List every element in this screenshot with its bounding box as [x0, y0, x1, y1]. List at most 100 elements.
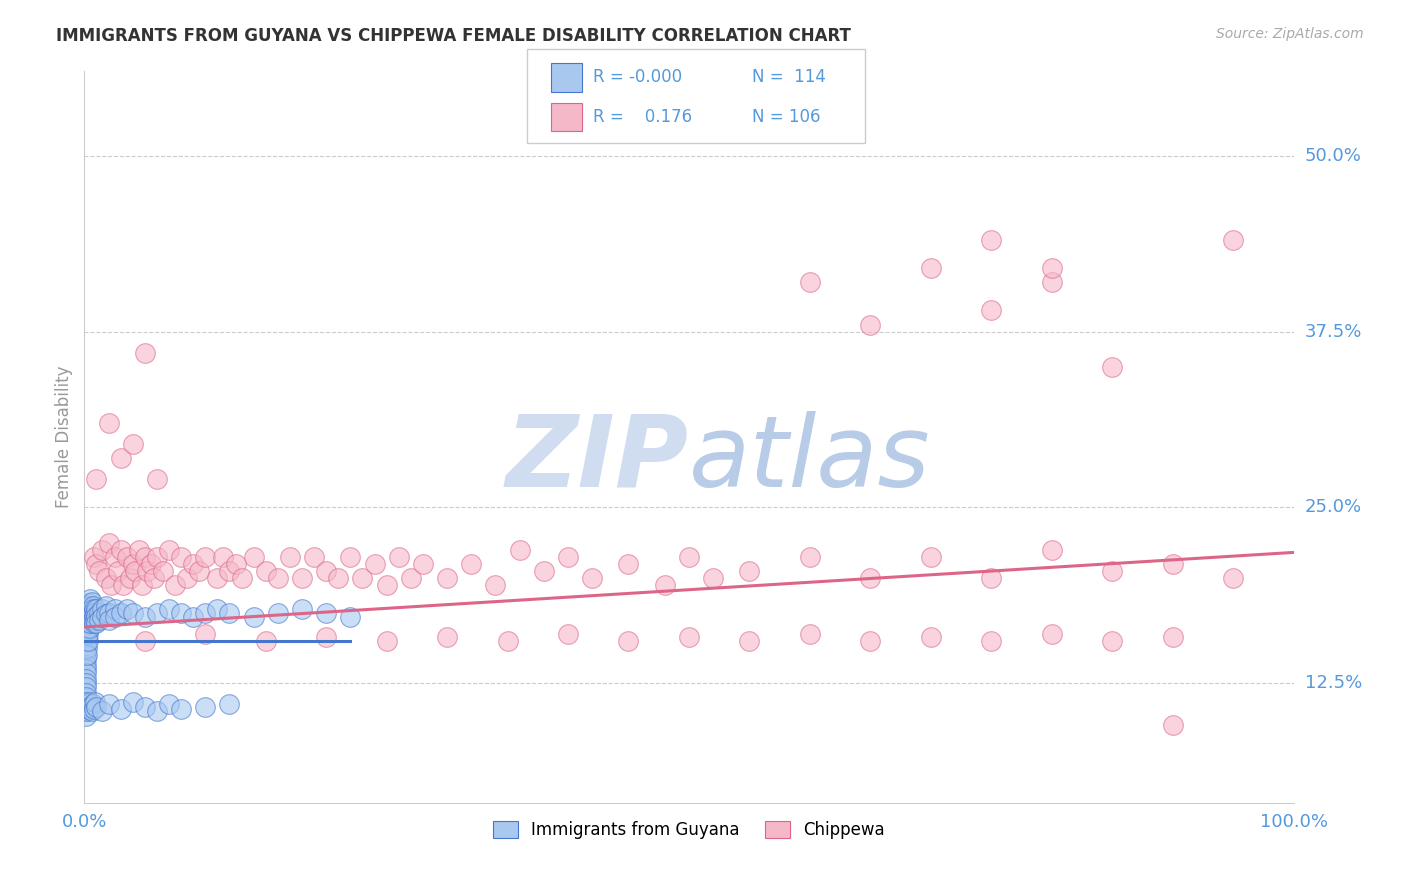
Point	[315, 606, 337, 620]
Point	[678, 630, 700, 644]
Point	[702, 571, 724, 585]
Point	[75, 606, 97, 620]
Point	[412, 557, 434, 571]
Point	[363, 557, 385, 571]
Point	[375, 578, 398, 592]
Point	[110, 451, 132, 466]
Point	[76, 601, 98, 615]
Point	[254, 564, 277, 578]
Point	[460, 557, 482, 571]
Point	[157, 698, 180, 712]
Point	[75, 672, 97, 686]
Point	[157, 542, 180, 557]
Point	[254, 634, 277, 648]
Point	[1161, 718, 1184, 732]
Point	[87, 613, 110, 627]
Text: ZIP: ZIP	[506, 410, 689, 508]
Point	[86, 472, 108, 486]
Point	[375, 634, 398, 648]
Point	[75, 630, 97, 644]
Point	[77, 694, 100, 708]
Point	[581, 571, 603, 585]
Point	[181, 610, 204, 624]
Point	[121, 437, 143, 451]
Point	[77, 596, 100, 610]
Point	[315, 630, 337, 644]
Point	[121, 557, 143, 571]
Point	[302, 549, 325, 564]
Text: R =    0.176: R = 0.176	[593, 108, 693, 126]
Point	[115, 549, 138, 564]
Point	[91, 705, 114, 719]
Point	[617, 634, 640, 648]
Point	[225, 557, 247, 571]
Point	[738, 564, 761, 578]
Text: 12.5%: 12.5%	[1305, 674, 1362, 692]
Point	[77, 617, 100, 632]
Point	[859, 318, 882, 332]
Point	[75, 620, 97, 634]
Text: 50.0%: 50.0%	[1305, 147, 1361, 165]
Point	[339, 610, 361, 624]
Point	[76, 610, 98, 624]
Point	[76, 705, 98, 719]
Point	[75, 666, 97, 681]
Point	[77, 701, 100, 715]
Point	[82, 698, 104, 712]
Point	[799, 549, 821, 564]
Point	[533, 564, 555, 578]
Point	[152, 564, 174, 578]
Point	[75, 634, 97, 648]
Point	[291, 571, 314, 585]
Point	[79, 599, 101, 613]
Point	[143, 571, 166, 585]
Point	[75, 644, 97, 658]
Point	[399, 571, 422, 585]
Point	[194, 606, 217, 620]
Point	[97, 698, 120, 712]
Point	[75, 681, 97, 695]
Point	[82, 613, 104, 627]
Point	[278, 549, 301, 564]
Point	[77, 610, 100, 624]
Point	[75, 708, 97, 723]
Point	[104, 610, 127, 624]
Point	[75, 624, 97, 639]
Point	[76, 634, 98, 648]
Point	[1101, 359, 1123, 374]
Point	[242, 549, 264, 564]
Point	[121, 606, 143, 620]
Point	[157, 601, 180, 615]
Point	[75, 662, 97, 676]
Point	[738, 634, 761, 648]
Point	[100, 578, 122, 592]
Text: IMMIGRANTS FROM GUYANA VS CHIPPEWA FEMALE DISABILITY CORRELATION CHART: IMMIGRANTS FROM GUYANA VS CHIPPEWA FEMAL…	[56, 27, 851, 45]
Point	[315, 564, 337, 578]
Point	[75, 705, 97, 719]
Point	[107, 564, 129, 578]
Point	[75, 657, 97, 672]
Point	[139, 557, 162, 571]
Point	[170, 549, 193, 564]
Text: 37.5%: 37.5%	[1305, 323, 1362, 341]
Point	[91, 601, 114, 615]
Point	[91, 542, 114, 557]
Point	[79, 603, 101, 617]
Point	[146, 705, 169, 719]
Point	[146, 472, 169, 486]
Point	[436, 571, 458, 585]
Point	[165, 578, 187, 592]
Point	[79, 608, 101, 623]
Point	[388, 549, 411, 564]
Point	[94, 599, 117, 613]
Point	[134, 700, 156, 714]
Point	[231, 571, 253, 585]
Point	[94, 571, 117, 585]
Point	[131, 578, 153, 592]
Point	[75, 615, 97, 630]
Point	[76, 641, 98, 656]
Point	[291, 601, 314, 615]
Point	[75, 694, 97, 708]
Point	[980, 233, 1002, 247]
Point	[799, 627, 821, 641]
